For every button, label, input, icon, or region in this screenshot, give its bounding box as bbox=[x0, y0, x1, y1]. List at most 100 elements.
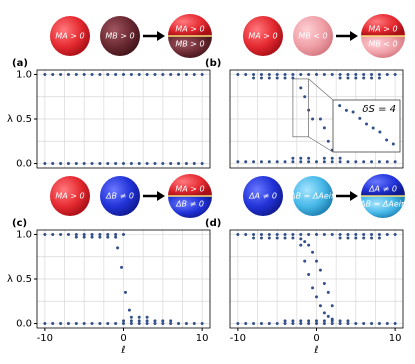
point bbox=[338, 236, 342, 240]
point bbox=[82, 232, 86, 236]
point bbox=[259, 76, 263, 80]
point bbox=[59, 232, 63, 236]
point bbox=[82, 322, 86, 326]
point bbox=[299, 243, 303, 247]
sphere bbox=[243, 176, 283, 216]
point bbox=[393, 72, 397, 76]
zoom-connector bbox=[308, 78, 334, 101]
point bbox=[120, 265, 124, 269]
point bbox=[267, 160, 271, 164]
point bbox=[51, 162, 55, 166]
point bbox=[59, 162, 63, 166]
point bbox=[322, 319, 326, 323]
point bbox=[114, 235, 118, 239]
point bbox=[275, 236, 279, 240]
point bbox=[82, 162, 86, 166]
point bbox=[90, 72, 94, 76]
point bbox=[283, 319, 287, 323]
point bbox=[90, 162, 94, 166]
point bbox=[129, 162, 133, 166]
sphere-bottom bbox=[361, 196, 405, 218]
point bbox=[322, 72, 326, 76]
point bbox=[354, 72, 358, 76]
point bbox=[236, 322, 240, 326]
point bbox=[74, 162, 78, 166]
point bbox=[106, 72, 110, 76]
point bbox=[259, 160, 263, 164]
point bbox=[66, 322, 70, 326]
point bbox=[153, 319, 157, 323]
point bbox=[114, 232, 118, 236]
point bbox=[184, 72, 188, 76]
point bbox=[311, 286, 315, 290]
point bbox=[291, 236, 295, 240]
point bbox=[330, 160, 334, 164]
point bbox=[98, 72, 102, 76]
arrow-head bbox=[157, 191, 165, 201]
point bbox=[259, 322, 263, 326]
sphere bbox=[50, 176, 90, 216]
point bbox=[291, 156, 295, 160]
arrow-head bbox=[350, 31, 358, 41]
sphere-bottom bbox=[361, 36, 405, 58]
sphere-bottom bbox=[168, 196, 212, 218]
point bbox=[122, 162, 125, 166]
point bbox=[393, 322, 397, 326]
inset-point bbox=[385, 138, 389, 142]
point bbox=[98, 322, 102, 326]
point bbox=[82, 72, 86, 76]
point bbox=[377, 322, 381, 326]
point bbox=[354, 322, 358, 326]
x-axis-label: ℓ bbox=[121, 345, 125, 356]
point bbox=[137, 319, 141, 323]
sphere-top bbox=[361, 14, 405, 36]
x-tick-label: 10 bbox=[389, 333, 402, 344]
point bbox=[267, 76, 271, 80]
y-tick-label: 0.5 bbox=[16, 274, 32, 285]
sphere bbox=[100, 176, 140, 216]
point bbox=[252, 72, 256, 76]
sphere-label: MA > 0 bbox=[55, 32, 84, 41]
point bbox=[259, 236, 263, 240]
point bbox=[153, 322, 157, 326]
point bbox=[377, 232, 381, 236]
inset-point bbox=[351, 110, 355, 114]
sphere-label: MA > 0 bbox=[368, 25, 397, 34]
point bbox=[318, 304, 322, 308]
point bbox=[315, 259, 318, 263]
inset-point bbox=[358, 116, 362, 120]
point bbox=[299, 232, 303, 236]
point bbox=[236, 160, 240, 164]
sphere-label: ΔB ≠ 0 bbox=[175, 200, 204, 209]
sphere-label: ΔA ≠ 0 bbox=[248, 192, 277, 201]
point bbox=[259, 232, 263, 236]
point bbox=[129, 319, 133, 323]
point bbox=[330, 322, 334, 326]
point bbox=[267, 236, 271, 240]
point bbox=[275, 160, 279, 164]
point bbox=[346, 72, 350, 76]
point bbox=[122, 322, 125, 326]
point bbox=[184, 322, 188, 326]
sphere-label: MA > 0 bbox=[175, 185, 204, 194]
point bbox=[122, 232, 125, 236]
point bbox=[307, 232, 311, 236]
point bbox=[90, 232, 94, 236]
point bbox=[129, 315, 133, 319]
point bbox=[385, 322, 389, 326]
sphere-label: MB < 0 bbox=[298, 32, 327, 41]
point bbox=[322, 311, 326, 315]
y-tick-label: 0.0 bbox=[16, 159, 32, 170]
point bbox=[252, 76, 256, 80]
point bbox=[370, 72, 374, 76]
sphere bbox=[100, 16, 140, 56]
point bbox=[137, 315, 141, 319]
point bbox=[346, 319, 350, 323]
y-axis-label: λ bbox=[7, 114, 13, 125]
point bbox=[283, 322, 287, 326]
point bbox=[98, 235, 102, 239]
point bbox=[161, 162, 165, 166]
x-axis-label: ℓ bbox=[314, 345, 318, 356]
sphere-label: MB > 0 bbox=[105, 32, 134, 41]
point bbox=[299, 156, 303, 160]
